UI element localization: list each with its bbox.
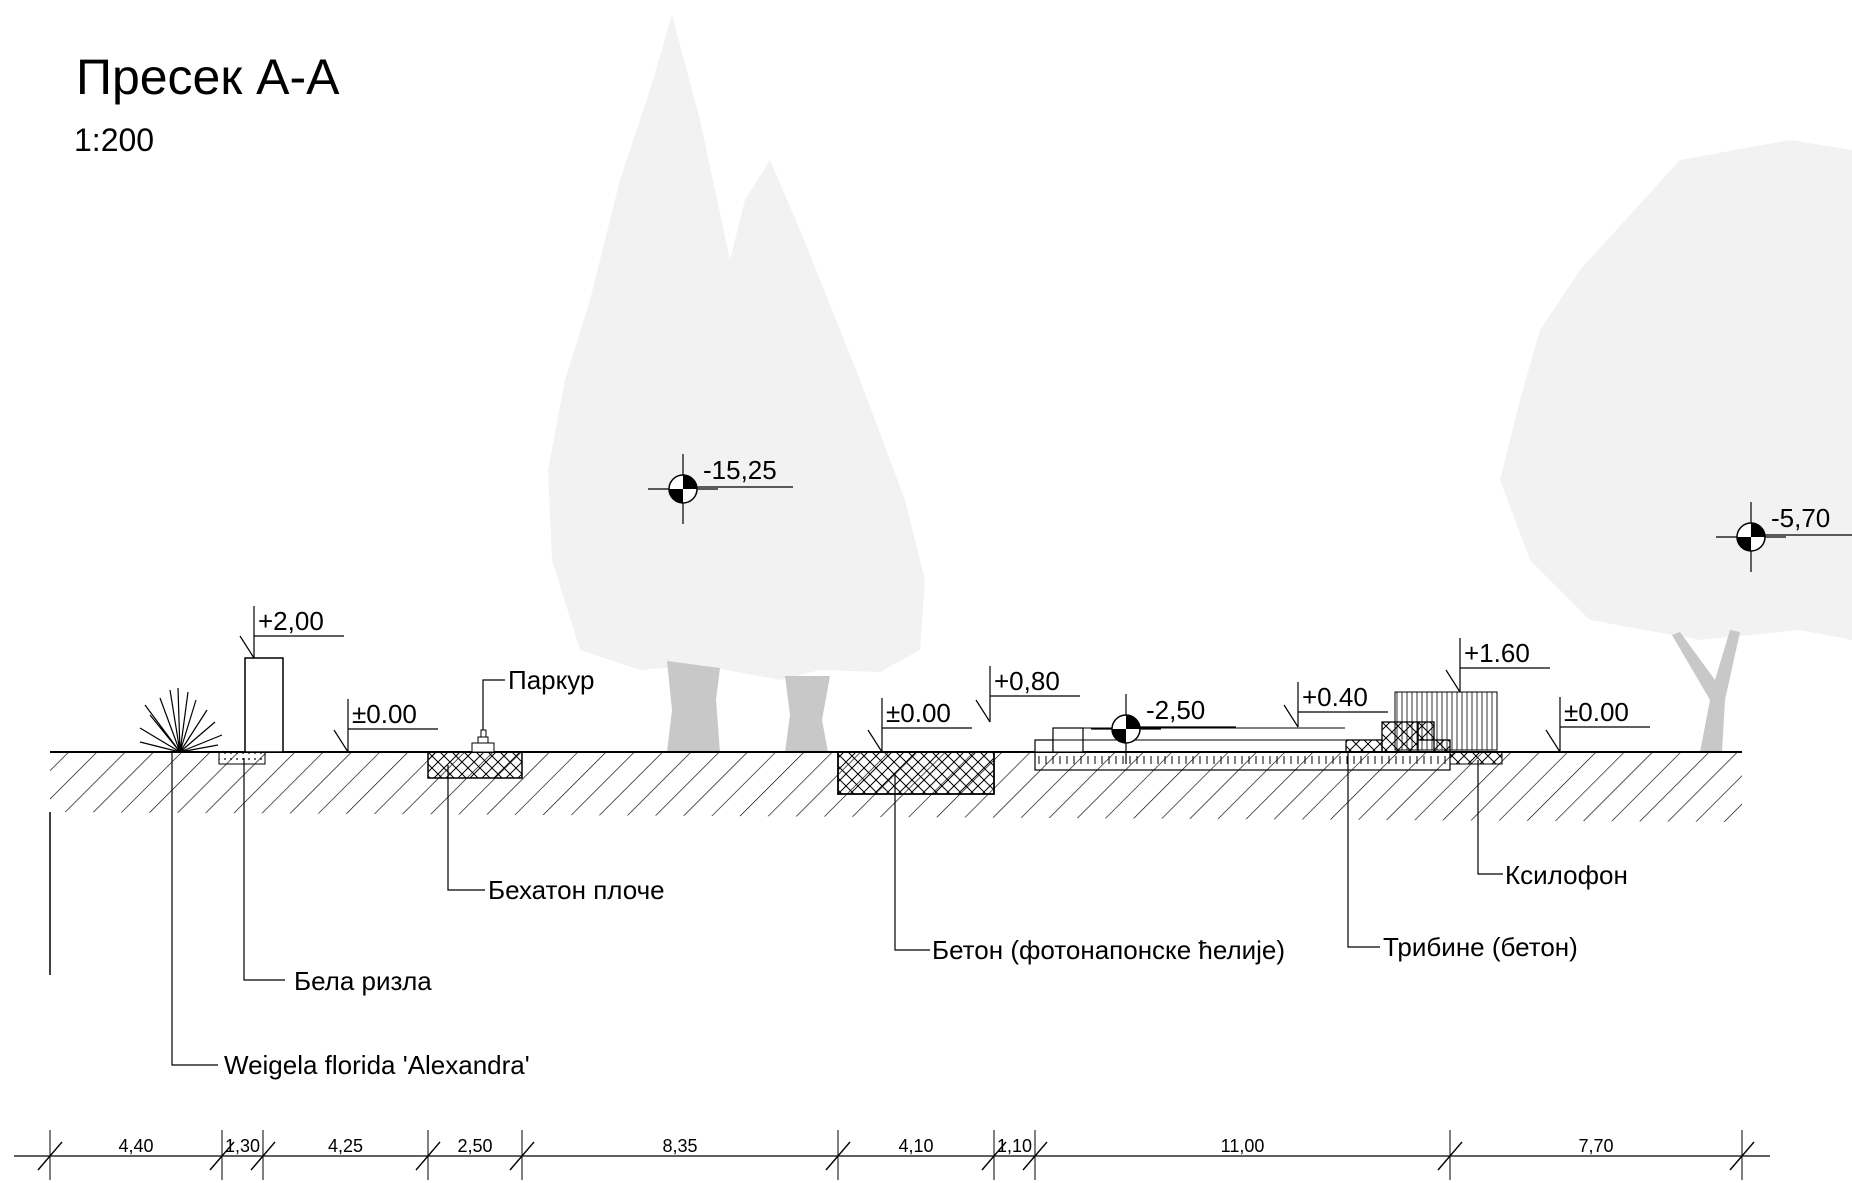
dimension-value: 2,50 (457, 1136, 492, 1156)
weigela-shrub (139, 687, 223, 753)
label-text: Бетон (фотонапонске ћелије) (932, 935, 1285, 965)
label-text: Бехатон плоче (488, 875, 665, 905)
material-labels: Паркур Бехатон плоче Бела ризла Weigela flo… (171, 665, 1628, 1080)
height-value: -15,25 (703, 455, 777, 485)
elevation-value: +0,80 (994, 666, 1060, 696)
parkour-element (471, 729, 495, 753)
elevation-markers: +2,00 ±0.00 ±0.00 +0,80 +0.40 +1.60 ±0.00 (239, 606, 1650, 753)
height-value: -5,70 (1771, 503, 1830, 533)
dimension-line: 4,40 1,30 4,25 2,50 8,35 4,10 1,10 11,00 7,70 (14, 1130, 1770, 1180)
leader-label-hexagon_tiles: Бехатон плоче (447, 765, 665, 905)
concrete-pv-block (837, 751, 995, 795)
leader-label-concrete_pv: Бетон (фотонапонске ћелије) (894, 773, 1285, 965)
height-markers: -15,25 -2,50 -5,70 (648, 454, 1852, 764)
label-text: Weigela florida 'Alexandra' (224, 1050, 530, 1080)
dimension-value: 4,10 (898, 1136, 933, 1156)
height-marker: -2,50 (1091, 694, 1236, 764)
label-text: Трибине (бетон) (1383, 932, 1578, 962)
dimension-value: 7,70 (1578, 1136, 1613, 1156)
elevation-marker: +0.40 (1283, 682, 1388, 728)
elevation-marker: ±0.00 (333, 699, 438, 753)
label-text: Паркур (508, 665, 594, 695)
wall-element (244, 657, 284, 753)
tree-trunk-right (785, 676, 830, 752)
drawing-scale: 1:200 (74, 122, 155, 158)
elevation-marker: ±0.00 (1545, 697, 1650, 753)
leader-label-plant: Weigela florida 'Alexandra' (171, 752, 530, 1080)
height-marker: -15,25 (648, 454, 793, 524)
dimension-value: 1,10 (997, 1136, 1032, 1156)
dimension-value: 11,00 (1221, 1136, 1265, 1156)
label-text: Бела ризла (294, 966, 432, 996)
elevation-marker: +2,00 (239, 606, 344, 659)
elevation-value: +1.60 (1464, 638, 1530, 668)
elevation-marker: +0,80 (975, 666, 1080, 723)
elevation-value: ±0.00 (1564, 697, 1629, 727)
tree-silhouette-right (1500, 140, 1852, 752)
elevation-value: ±0.00 (886, 698, 951, 728)
label-text: Ксилофон (1505, 860, 1628, 890)
white-gravel-strip (218, 751, 266, 765)
elevation-value: +2,00 (258, 606, 324, 636)
leader-label-white_gravel: Бела ризла (243, 758, 432, 996)
height-value: -2,50 (1146, 695, 1205, 725)
elevation-marker: ±0.00 (867, 698, 972, 753)
elevation-value: +0.40 (1302, 682, 1368, 712)
dimension-value: 4,40 (118, 1136, 153, 1156)
dimension-value: 4,25 (328, 1136, 363, 1156)
leader-label-bleachers: Трибине (бетон) (1347, 752, 1578, 962)
elevation-value: ±0.00 (352, 699, 417, 729)
platform (1034, 727, 1451, 771)
tree-silhouette-large (548, 15, 925, 680)
xylophone-element (1394, 691, 1503, 765)
dimension-value: 1,30 (225, 1136, 260, 1156)
elevation-marker: +1.60 (1445, 638, 1550, 693)
drawing-title: Пресек А-А (76, 49, 340, 105)
leader-label-parkour: Паркур (482, 665, 594, 730)
height-marker: -5,70 (1716, 502, 1852, 572)
dimension-value: 8,35 (662, 1136, 697, 1156)
hexagon-tiles-block (427, 751, 523, 779)
leader-label-xylophone: Ксилофон (1477, 760, 1628, 890)
tree-trunk-left (667, 661, 720, 752)
